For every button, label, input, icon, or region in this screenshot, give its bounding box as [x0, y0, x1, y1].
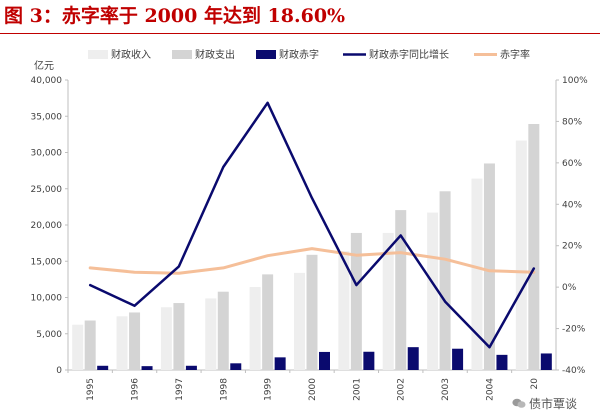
y-right-tick-label: 80%: [562, 117, 582, 127]
bar-income-1996: [116, 316, 128, 370]
bar-income-1999: [249, 287, 261, 370]
bar-expense-2004: [483, 163, 495, 370]
legend-deficit-swatch: [256, 50, 276, 59]
bar-expense-2002: [395, 210, 407, 370]
bar-income-1998: [205, 298, 217, 370]
legend-income-label: 财政收入: [111, 48, 151, 61]
x-tick-label: 1996: [131, 378, 141, 401]
y-right-tick-label: 100%: [562, 76, 588, 86]
bar-income-2005: [515, 140, 527, 370]
legend-income-swatch: [88, 50, 108, 59]
bar-deficit-2003: [452, 348, 464, 370]
bar-income-1997: [160, 307, 172, 370]
bar-expense-1999: [262, 274, 274, 370]
bar-deficit-1997: [185, 365, 197, 370]
y-right-tick-label: 20%: [562, 242, 582, 252]
y-left-tick-label: 30,000: [31, 149, 63, 159]
y-left-tick-label: 0: [56, 366, 62, 376]
x-tick-label: 2002: [397, 378, 407, 401]
bar-deficit-1995: [97, 365, 109, 370]
legend: 财政收入 财政支出 财政赤字 财政赤字同比增长 赤字率: [88, 48, 530, 61]
bar-income-2002: [382, 232, 394, 370]
legend-expense-label: 财政支出: [195, 48, 235, 61]
bar-deficit-2001: [363, 351, 375, 370]
title-rule: [0, 33, 600, 34]
plot-area: 0 5,000 10,000 15,000 20,000 25,000 30,000 35,0…: [31, 76, 589, 401]
watermark-text: 债市覃谈: [528, 397, 577, 411]
bar-expense-2003: [439, 191, 451, 370]
line-deficit-rate: [88, 247, 536, 275]
bar-deficit-2005: [540, 353, 552, 370]
x-tick-label: 20: [530, 378, 540, 390]
bar-income-2000: [294, 272, 305, 370]
bar-expense-1995: [84, 320, 96, 370]
y-right-tick-label: 0%: [562, 283, 577, 293]
bar-income-1995: [72, 324, 84, 370]
bar-expense-1997: [173, 303, 185, 370]
y-right-tick-label: -40%: [562, 366, 586, 376]
y-left-unit-label: 亿元: [34, 59, 54, 72]
x-tick-label: 1995: [86, 378, 96, 401]
bar-expense-1996: [129, 312, 141, 370]
wechat-icon: [512, 398, 526, 408]
bar-deficit-2004: [496, 354, 508, 370]
bar-deficit-2000: [319, 351, 330, 370]
legend-growth-label: 财政赤字同比增长: [369, 48, 449, 61]
y-right-tick-label: 60%: [562, 159, 582, 169]
bar-expense-2001: [350, 232, 362, 370]
legend-deficit-label: 财政赤字: [279, 48, 319, 61]
bar-income-2003: [427, 212, 439, 370]
bar-expense-2005: [528, 124, 540, 370]
bar-expense-1998: [217, 291, 229, 370]
y-left-tick-label: 40,000: [31, 76, 63, 86]
bar-deficit-1998: [230, 363, 242, 370]
bar-income-2001: [338, 251, 350, 370]
figure-title: 图 3：赤字率于 2000 年达到 18.60%: [4, 5, 346, 27]
y-right-tick-label: -20%: [562, 325, 586, 335]
watermark: 债市覃谈: [508, 395, 580, 412]
x-tick-label: 1998: [219, 378, 229, 401]
bar-income-2004: [471, 178, 483, 370]
x-tick-label: 1997: [175, 378, 185, 401]
y-left-tick-label: 25,000: [31, 185, 63, 195]
bar-deficit-1999: [274, 357, 286, 370]
y-left-tick-label: 15,000: [31, 257, 63, 267]
legend-expense-swatch: [172, 50, 192, 59]
legend-rate-label: 赤字率: [500, 48, 530, 61]
y-right-tick-label: 40%: [562, 200, 582, 210]
bar-deficit-2002: [407, 347, 419, 370]
y-left-tick-label: 35,000: [31, 112, 63, 122]
x-tick-label: 2000: [308, 378, 318, 401]
x-tick-label: 2001: [352, 378, 362, 401]
combo-chart: 财政收入 财政支出 财政赤字 财政赤字同比增长 赤字率 亿元 0 5,000 10,…: [31, 48, 589, 401]
bar-expense-2000: [306, 254, 318, 370]
x-tick-label: 2003: [441, 378, 451, 401]
y-left-tick-label: 10,000: [31, 294, 63, 304]
x-tick-label: 1999: [264, 378, 274, 401]
bar-deficit-1996: [141, 366, 153, 370]
y-left-tick-label: 20,000: [31, 221, 63, 231]
x-tick-label: 2004: [485, 378, 495, 401]
y-left-tick-label: 5,000: [36, 330, 62, 340]
line-deficit-growth: [88, 101, 536, 349]
